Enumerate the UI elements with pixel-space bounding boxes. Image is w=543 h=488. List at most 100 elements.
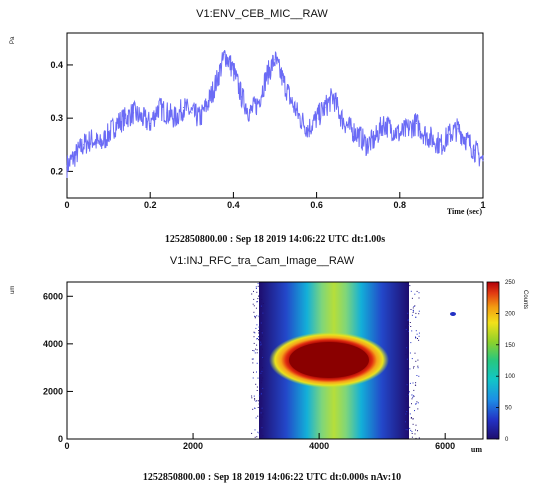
heatmap-speckle-dot — [256, 390, 258, 391]
chart-1-point — [332, 96, 334, 98]
chart-1-x-tick-label: 0 — [64, 200, 69, 210]
heatmap-speckle-dot — [406, 347, 408, 349]
chart-1-point — [149, 122, 151, 125]
heatmap-speckle-dot — [261, 298, 263, 300]
chart-1-point — [465, 138, 467, 141]
chart-1-point — [299, 117, 301, 119]
heatmap-speckle-dot — [410, 326, 412, 327]
heatmap-speckle-dot — [411, 431, 413, 433]
heatmap-spot-core — [289, 342, 369, 378]
chart-1-point — [141, 117, 143, 119]
heatmap-speckle-dot — [407, 410, 408, 412]
chart-1-point — [266, 74, 268, 77]
heatmap-speckle-dot — [418, 332, 420, 334]
heatmap-speckle-dot — [254, 398, 256, 400]
heatmap-speckle-dot — [415, 330, 417, 332]
chart-1-x-tick-label: 0.2 — [144, 200, 157, 210]
heatmap-speckle-dot — [414, 293, 416, 295]
heatmap-speckle-dot — [405, 413, 407, 415]
heatmap-speckle-dot — [408, 285, 409, 287]
heatmap-speckle-dot — [255, 286, 257, 288]
heatmap-speckle-dot — [409, 368, 411, 370]
heatmap-speckle-dot — [253, 336, 255, 338]
chart-2-y-ticks: 0 2000 4000 6000 — [43, 291, 73, 444]
heatmap-speckle-dot — [418, 292, 420, 294]
chart-1-point — [191, 112, 193, 114]
heatmap-speckle-dot — [253, 342, 255, 344]
heatmap-speckle-dot — [407, 351, 409, 353]
chart-1-point — [274, 59, 276, 61]
heatmap-speckle-dot — [253, 298, 255, 300]
chart-1: V1:ENV_CEB_MIC__RAW Pa 0.2 0.3 0.4 0 0.2 0.4… — [10, 8, 486, 245]
heatmap-speckle-dot — [256, 362, 258, 364]
heatmap-speckle-dot — [411, 330, 413, 332]
chart-1-ylabel-glyph: Pa — [10, 36, 16, 44]
heatmap-speckle-dot — [405, 421, 406, 423]
heatmap-speckle-dot — [260, 393, 262, 395]
heatmap-speckle-dot — [418, 375, 420, 377]
chart-1-x-ticks: 0 0.2 0.4 0.6 0.8 1 — [64, 192, 486, 210]
chart-1-y-tick-label: 0.2 — [50, 166, 63, 176]
chart-1-point — [282, 80, 284, 82]
chart-1-point — [415, 122, 418, 125]
colorbar-tick-label: 0 — [505, 437, 509, 443]
chart-2-plot-frame — [66, 281, 484, 440]
heatmap-speckle-dot — [261, 348, 263, 350]
heatmap-speckle-dot — [413, 306, 415, 307]
heatmap-speckle-dot — [414, 305, 416, 307]
chart-1-point — [83, 144, 85, 146]
heatmap-speckle-dot — [252, 358, 254, 360]
chart-2-y-tick-label: 0 — [58, 434, 63, 444]
chart-1-point — [124, 117, 126, 119]
heatmap-speckle-dot — [407, 312, 409, 314]
heatmap-speckle-dot — [415, 437, 417, 439]
colorbar-tick-label: 50 — [505, 406, 512, 412]
heatmap-speckle-dot — [261, 332, 263, 334]
heatmap-speckle-dot — [254, 399, 256, 401]
heatmap-speckle-dot — [260, 372, 262, 374]
chart-1-series-line — [66, 50, 484, 179]
heatmap-speckle-dot — [252, 377, 254, 379]
heatmap-speckle-dot — [262, 303, 264, 304]
heatmap-speckle-dot — [254, 317, 256, 319]
heatmap-speckle-dot — [415, 336, 416, 338]
heatmap-speckle-dot — [409, 322, 411, 323]
heatmap-speckle-dot — [256, 400, 258, 402]
heatmap-speckle-dot — [408, 319, 409, 321]
chart-1-xlabel: Time (sec) — [447, 207, 483, 216]
heatmap-speckle-dot — [415, 424, 417, 426]
heatmap-speckle-dot — [410, 429, 412, 431]
heatmap-speckle-dot — [406, 384, 408, 386]
chart-1-y-tick-label: 0.3 — [50, 113, 63, 123]
chart-1-point — [99, 144, 101, 146]
chart-2-title: V1:INJ_RFC_tra_Cam_Image__RAW — [170, 255, 355, 267]
chart-1-point — [74, 154, 76, 157]
chart-1-y-ticks: 0.2 0.3 0.4 — [50, 60, 73, 176]
heatmap-speckle-dot — [255, 383, 257, 385]
heatmap-speckle-dot — [261, 379, 263, 381]
heatmap-speckle-dot — [260, 381, 262, 383]
heatmap-speckle-dot — [405, 326, 407, 328]
heatmap-speckle-dot — [411, 433, 413, 434]
heatmap-speckle-dot — [416, 375, 418, 376]
chart-1-point — [207, 101, 210, 103]
heatmap-speckle-dot — [409, 427, 411, 429]
heatmap-speckle-dot — [255, 288, 257, 289]
chart-1-point — [449, 133, 451, 135]
heatmap-speckle-dot — [256, 291, 258, 293]
chart-2-xlabel: um — [471, 445, 482, 454]
heatmap-speckle-dot — [261, 330, 263, 332]
heatmap-speckle-dot — [413, 310, 414, 312]
heatmap-speckle-dot — [412, 382, 414, 384]
heatmap-speckle-dot — [417, 365, 419, 367]
heatmap-speckle-dot — [256, 436, 258, 438]
colorbar — [486, 281, 500, 440]
heatmap-speckle-dot — [408, 391, 410, 393]
heatmap-speckle-dot — [253, 371, 254, 373]
heatmap-edge-speckle — [251, 283, 420, 439]
chart-1-point — [132, 112, 135, 114]
chart-1-footer: 1252850800.00 : Sep 18 2019 14:06:22 UTC… — [165, 234, 385, 245]
heatmap-speckle-dot — [258, 400, 260, 402]
chart-1-point — [432, 138, 434, 141]
